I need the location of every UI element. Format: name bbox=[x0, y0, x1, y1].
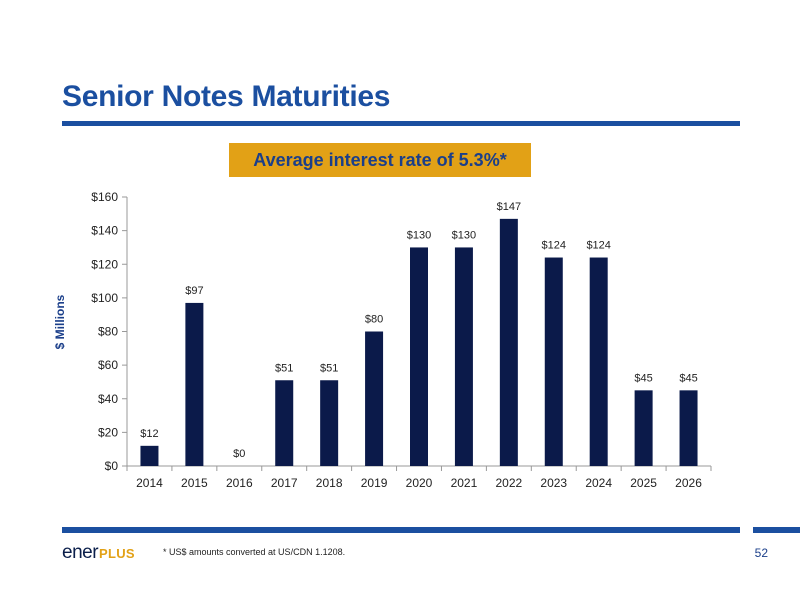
bar-value-label: $80 bbox=[365, 314, 383, 326]
bar-value-label: $45 bbox=[679, 372, 697, 384]
x-tick-label: 2026 bbox=[675, 476, 702, 490]
y-tick-label: $60 bbox=[98, 358, 118, 372]
x-tick-label: 2020 bbox=[406, 476, 433, 490]
y-tick-label: $140 bbox=[91, 224, 118, 238]
logo-text-main: ener bbox=[62, 542, 99, 563]
y-tick-label: $100 bbox=[91, 291, 118, 305]
bar bbox=[544, 257, 563, 466]
bar-value-label: $130 bbox=[407, 229, 431, 241]
bar bbox=[679, 390, 698, 466]
bar bbox=[589, 257, 608, 466]
enerplus-logo: enerPLUS bbox=[62, 542, 135, 564]
y-tick-label: $160 bbox=[91, 190, 118, 204]
bar-value-label: $12 bbox=[140, 428, 158, 440]
bar bbox=[365, 331, 384, 466]
footer-divider-tail bbox=[753, 527, 800, 533]
bar bbox=[410, 247, 428, 466]
page-number: 52 bbox=[754, 546, 768, 560]
logo-text-accent: PLUS bbox=[99, 546, 135, 561]
x-tick-label: 2015 bbox=[181, 476, 208, 490]
bar bbox=[275, 380, 294, 466]
x-tick-label: 2024 bbox=[585, 476, 612, 490]
bar-value-label: $45 bbox=[634, 372, 652, 384]
bar-value-label: $147 bbox=[497, 201, 521, 213]
callout-text: Average interest rate of 5.3%* bbox=[253, 149, 507, 170]
y-tick-label: $0 bbox=[105, 459, 119, 473]
bar-value-label: $124 bbox=[586, 240, 610, 252]
y-tick-label: $120 bbox=[91, 257, 118, 271]
y-axis-title: $ Millions bbox=[53, 294, 67, 350]
interest-rate-callout: Average interest rate of 5.3%* bbox=[229, 143, 531, 177]
bar-value-label: $130 bbox=[452, 229, 476, 241]
x-tick-label: 2018 bbox=[316, 476, 343, 490]
bar bbox=[499, 218, 518, 466]
footnote: * US$ amounts converted at US/CDN 1.1208… bbox=[163, 547, 346, 557]
bar-value-label: $124 bbox=[542, 240, 566, 252]
title-divider bbox=[62, 121, 740, 126]
y-tick-label: $20 bbox=[98, 425, 118, 439]
footer-divider bbox=[62, 527, 740, 533]
x-tick-label: 2021 bbox=[451, 476, 478, 490]
x-tick-label: 2019 bbox=[361, 476, 388, 490]
y-tick-label: $40 bbox=[98, 392, 118, 406]
x-tick-label: 2025 bbox=[630, 476, 657, 490]
bar-value-label: $51 bbox=[320, 362, 338, 374]
bar bbox=[140, 445, 159, 466]
bar bbox=[454, 247, 473, 466]
x-tick-label: 2014 bbox=[136, 476, 163, 490]
y-tick-label: $80 bbox=[98, 325, 118, 339]
bar bbox=[320, 380, 339, 466]
bar-value-label: $51 bbox=[275, 362, 293, 374]
x-tick-label: 2017 bbox=[271, 476, 298, 490]
bar bbox=[634, 390, 653, 466]
x-tick-label: 2016 bbox=[226, 476, 253, 490]
bar-value-label: $97 bbox=[185, 285, 203, 297]
slide-title: Senior Notes Maturities bbox=[62, 80, 391, 113]
x-tick-label: 2023 bbox=[540, 476, 567, 490]
x-tick-label: 2022 bbox=[495, 476, 522, 490]
bar bbox=[185, 302, 204, 466]
bar-value-label: $0 bbox=[233, 448, 245, 460]
